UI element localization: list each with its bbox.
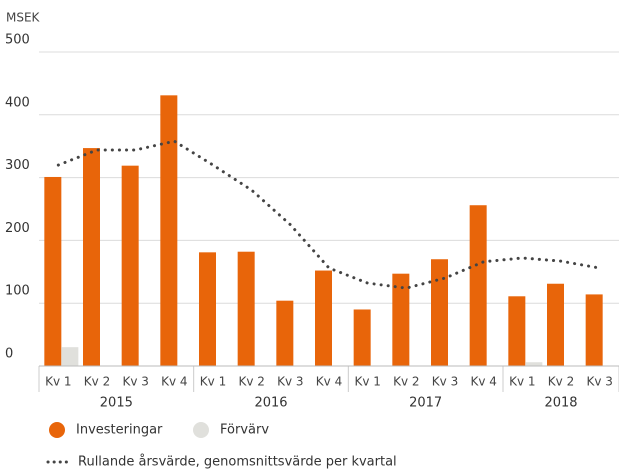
bar bbox=[44, 176, 62, 366]
y-axis-label: MSEK bbox=[6, 11, 41, 25]
x-tick-label: Kv 3 bbox=[277, 375, 303, 389]
bar bbox=[121, 165, 139, 366]
y-tick-label: 300 bbox=[5, 158, 30, 173]
legend-marker bbox=[193, 422, 209, 438]
x-group-label: 2016 bbox=[254, 396, 287, 411]
x-tick-label: Kv 1 bbox=[45, 375, 71, 389]
x-tick-label: Kv 2 bbox=[84, 375, 110, 389]
x-tick-label: Kv 3 bbox=[586, 375, 612, 389]
bar bbox=[585, 294, 603, 366]
legend-label: Rullande årsvärde, genomsnittsvärde per … bbox=[78, 455, 397, 470]
x-group-label: 2015 bbox=[100, 396, 133, 411]
x-tick-label: Kv 1 bbox=[354, 375, 380, 389]
bar bbox=[469, 205, 487, 366]
y-tick-label: 400 bbox=[5, 95, 30, 110]
bar bbox=[392, 273, 410, 366]
x-tick-label: Kv 2 bbox=[238, 375, 264, 389]
bar bbox=[353, 309, 371, 366]
bar bbox=[160, 95, 178, 366]
y-tick-label: 200 bbox=[5, 221, 30, 236]
bar bbox=[199, 252, 216, 366]
bar bbox=[61, 347, 79, 366]
x-tick-label: Kv 3 bbox=[122, 375, 148, 389]
bar bbox=[547, 283, 564, 366]
x-tick-label: Kv 1 bbox=[200, 375, 226, 389]
y-tick-label: 0 bbox=[5, 347, 13, 362]
x-tick-label: Kv 3 bbox=[432, 375, 458, 389]
x-tick-label: Kv 4 bbox=[161, 375, 187, 389]
legend-label: Förvärv bbox=[220, 423, 269, 438]
bar bbox=[525, 362, 543, 366]
x-tick-label: Kv 1 bbox=[509, 375, 535, 389]
line-series bbox=[56, 139, 602, 290]
bar bbox=[431, 259, 448, 366]
x-tick-label: Kv 4 bbox=[470, 375, 496, 389]
x-tick-label: Kv 4 bbox=[316, 375, 342, 389]
bar bbox=[276, 300, 294, 366]
bar bbox=[508, 296, 526, 366]
bar bbox=[237, 251, 255, 366]
y-tick-label: 500 bbox=[5, 33, 30, 48]
x-tick-label: Kv 2 bbox=[548, 375, 574, 389]
x-tick-label: Kv 2 bbox=[393, 375, 419, 389]
y-tick-label: 100 bbox=[5, 284, 30, 299]
x-group-label: 2017 bbox=[409, 396, 442, 411]
bar bbox=[83, 148, 100, 366]
bar bbox=[315, 270, 332, 366]
x-group-label: 2018 bbox=[544, 396, 577, 411]
legend-label: Investeringar bbox=[76, 423, 163, 438]
legend-marker bbox=[49, 422, 65, 438]
